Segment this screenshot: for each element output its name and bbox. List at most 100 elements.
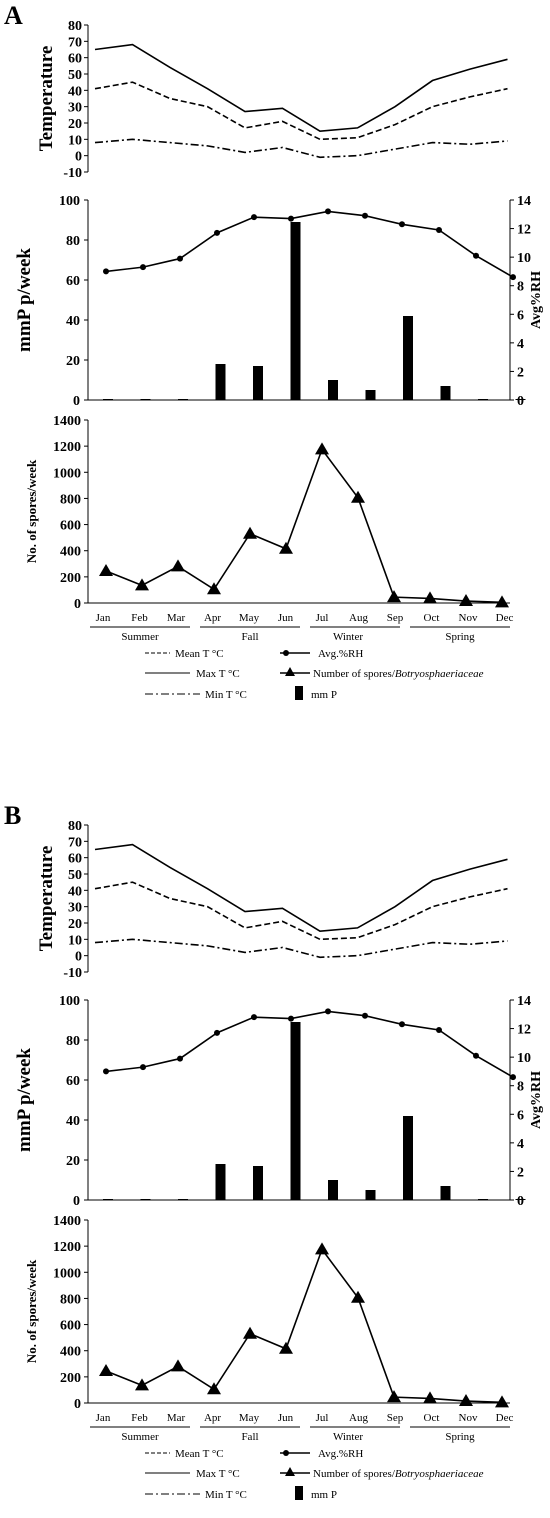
month-label: May	[239, 612, 260, 624]
spores-marker	[459, 594, 473, 607]
rh-y-tick-label: 14	[517, 194, 531, 209]
month-label: Feb	[131, 612, 148, 624]
spores-marker	[279, 541, 293, 554]
mean-temp-line	[94, 81, 508, 141]
temperature-y-tick-label: -10	[63, 166, 82, 181]
rh-point	[510, 274, 516, 281]
precip-bar	[215, 1164, 226, 1200]
precipitation-chart: 0 20 40 60 80 100 0 2 4 6 8 10 12 14 mmP p/week Avg%RH	[14, 194, 544, 409]
spores-y-tick-label: 800	[60, 492, 81, 507]
rh-y-tick-label: 12	[517, 223, 531, 238]
precip-y-tick-label: 80	[66, 1034, 80, 1049]
spores-chart: 0 200 400 600 800 1000 1200 1400 No. of spores/w…	[24, 414, 510, 612]
season-label: Summer	[121, 1431, 159, 1443]
rh-y-tick-label: 8	[517, 1080, 524, 1095]
spores-marker	[207, 582, 221, 595]
temperature-y-tick-label: 50	[68, 68, 82, 83]
spores-y-tick-label: 400	[60, 545, 81, 560]
precip-y-tick-label: 20	[66, 1154, 80, 1169]
month-axis: Jan Feb Mar Apr May Jun Jul Aug Sep Oct Nov Dec Summ…	[90, 612, 513, 643]
spores-marker	[423, 1391, 437, 1404]
spores-marker	[351, 1290, 365, 1303]
precip-bar	[365, 1190, 376, 1200]
temperature-y-axis-label: Temperature	[36, 846, 57, 952]
legend-mean-label: Mean T °C	[175, 1448, 224, 1460]
precip-y-axis-label: mmP p/week	[14, 1048, 35, 1152]
rh-y-tick-label: 6	[517, 1108, 524, 1123]
temperature-y-tick-label: 30	[68, 101, 82, 116]
precip-bar	[103, 1199, 113, 1200]
legend-precip-label: mm P	[311, 689, 337, 701]
month-label: Apr	[204, 1412, 221, 1424]
legend-rh-marker	[283, 1450, 289, 1456]
temperature-y-tick-label: 0	[75, 150, 82, 165]
month-label: Apr	[204, 612, 221, 624]
temperature-y-tick-label: 70	[68, 35, 82, 50]
panel-b: B-1001020304050607080Temperature02040608…	[4, 801, 544, 1501]
precip-y-axis-label: mmP p/week	[14, 248, 35, 352]
legend: Mean T °C Max T °C Min T °C Avg.%RH Number o…	[145, 1448, 484, 1501]
rh-point	[288, 215, 294, 222]
legend-spores-marker	[285, 1467, 295, 1476]
rh-point	[140, 1064, 146, 1071]
month-label: Jul	[316, 612, 329, 624]
rh-point	[436, 227, 442, 233]
temperature-y-tick-label: 40	[68, 84, 82, 99]
spores-marker	[243, 526, 257, 539]
precip-y-tick-label: 60	[66, 1074, 80, 1089]
month-label: Nov	[459, 1412, 478, 1424]
rh-point	[251, 214, 257, 221]
rh-point	[214, 1029, 220, 1036]
precip-y-tick-label: 0	[73, 394, 80, 409]
rh-point	[214, 229, 220, 236]
month-label: Dec	[496, 1412, 514, 1424]
temperature-y-tick-label: 20	[68, 117, 82, 132]
spores-y-tick-label: 0	[74, 1397, 81, 1412]
spores-y-tick-label: 600	[60, 519, 81, 534]
temperature-y-tick-label: 80	[68, 819, 82, 834]
spores-marker	[387, 590, 401, 603]
spores-marker	[351, 490, 365, 503]
precip-y-tick-label: 20	[66, 354, 80, 369]
spores-y-tick-label: 600	[60, 1319, 81, 1334]
temperature-y-tick-label: 20	[68, 917, 82, 932]
month-axis: Jan Feb Mar Apr May Jun Jul Aug Sep Oct Nov Dec Summ…	[90, 1412, 513, 1443]
precip-bar	[215, 364, 226, 400]
precip-bar	[290, 1022, 301, 1200]
max-temp-line	[94, 843, 508, 932]
legend-spores-label-prefix: Number of spores/	[313, 1468, 396, 1480]
spores-y-tick-label: 1200	[53, 1240, 81, 1255]
spores-marker	[207, 1382, 221, 1395]
rh-y-tick-label: 4	[517, 337, 524, 352]
precip-y-tick-label: 60	[66, 274, 80, 289]
min-temp-line	[94, 938, 508, 959]
legend-spores-label: Number of spores/Botryosphaeriaceae	[313, 1468, 484, 1480]
precip-bar	[440, 1186, 451, 1200]
legend: Mean T °C Max T °C Min T °C Avg.%RH Number o…	[145, 648, 484, 701]
rh-y-tick-label: 10	[517, 1051, 531, 1066]
season-label: Summer	[121, 631, 159, 643]
panel-a: A-1001020304050607080Temperature02040608…	[4, 1, 544, 701]
spores-marker	[99, 563, 113, 576]
spores-y-tick-label: 1000	[53, 1266, 81, 1281]
legend-mean-label: Mean T °C	[175, 648, 224, 660]
rh-y-tick-label: 0	[517, 394, 524, 409]
precip-y-tick-label: 0	[73, 1194, 80, 1209]
temperature-y-tick-label: 80	[68, 19, 82, 34]
rh-point	[325, 1008, 331, 1015]
rh-y-tick-label: 14	[517, 994, 531, 1009]
precip-bar	[403, 316, 413, 400]
month-label: Sep	[387, 612, 404, 624]
precip-bar	[140, 399, 151, 400]
spores-y-tick-label: 1400	[53, 1214, 81, 1229]
precip-bar	[103, 399, 113, 400]
precip-bar	[515, 399, 526, 400]
precip-bar	[478, 1199, 488, 1200]
precip-y-tick-label: 40	[66, 314, 80, 329]
spores-y-tick-label: 1200	[53, 440, 81, 455]
rh-y-tick-label: 6	[517, 308, 524, 323]
rh-point	[177, 255, 183, 262]
month-label: Oct	[424, 612, 440, 624]
